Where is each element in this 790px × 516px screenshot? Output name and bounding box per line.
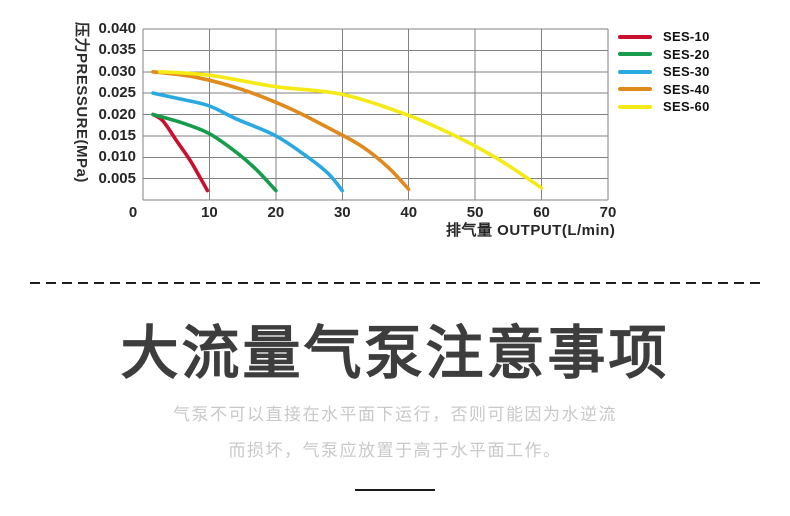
y-tick-label: 0.015	[98, 126, 136, 144]
series-curve-SES-20	[151, 112, 278, 193]
y-tick-label: 0.040	[98, 20, 136, 37]
legend-label: SES-30	[663, 64, 710, 80]
legend-item-SES-60: SES-60	[618, 98, 710, 116]
legend-label: SES-10	[663, 29, 710, 45]
legend-swatch-icon	[618, 34, 652, 39]
x-tick-label: 30	[333, 204, 351, 221]
grid-lines	[142, 28, 609, 201]
series-curve-SES-30	[151, 91, 345, 193]
legend-item-SES-40: SES-40	[618, 81, 710, 99]
legend-item-SES-30: SES-30	[618, 63, 710, 81]
x-axis-label: 排气量 OUTPUT(L/min)	[446, 222, 616, 239]
bottom-divider	[355, 489, 435, 491]
series-curve-SES-10	[151, 112, 210, 193]
y-tick-label: 0.030	[98, 62, 136, 80]
x-tick-label: 70	[599, 204, 617, 221]
legend-swatch-icon	[618, 52, 652, 57]
dashed-divider	[30, 282, 762, 284]
legend-label: SES-40	[663, 81, 710, 97]
x-tick-label: 10	[201, 204, 218, 221]
legend-swatch-icon	[618, 87, 652, 92]
y-tick-label: 0.020	[98, 105, 136, 123]
plot-area	[142, 28, 609, 201]
legend-swatch-icon	[618, 104, 652, 109]
pressure-output-chart: 压力PRESSURE(MPa) 0.040 0.035 0.030 0.025 0.02…	[73, 20, 710, 240]
y-tick-label: 0.010	[98, 148, 136, 166]
section-title: 大流量气泵注意事项	[120, 321, 670, 386]
note-line-2: 而损坏，气泵应放置于高于水平面工作。	[228, 441, 562, 460]
legend-item-SES-10: SES-10	[618, 28, 710, 46]
legend-label: SES-20	[663, 46, 710, 62]
x-tick-label: 60	[533, 204, 550, 221]
y-tick-label: 0.035	[98, 41, 136, 59]
section-notes: 气泵不可以直接在水平面下运行，否则可能因为水逆流 而损坏，气泵应放置于高于水平面…	[0, 397, 790, 469]
x-tick-label: 20	[267, 204, 285, 221]
chart-legend: SES-10 SES-20 SES-30 SES-40 SES-60	[618, 28, 710, 116]
series-curve-SES-60	[157, 70, 544, 190]
x-tick-label: 0	[128, 204, 138, 221]
y-tick-label: 0.005	[98, 169, 136, 187]
legend-label: SES-60	[663, 99, 710, 115]
legend-item-SES-20: SES-20	[618, 46, 710, 64]
x-tick-label: 50	[466, 204, 484, 221]
note-line-1: 气泵不可以直接在水平面下运行，否则可能因为水逆流	[173, 405, 617, 424]
series-curve-SES-40	[151, 70, 411, 192]
x-tick-label: 40	[400, 204, 418, 221]
y-tick-label: 0.025	[98, 84, 136, 102]
legend-swatch-icon	[618, 69, 652, 74]
